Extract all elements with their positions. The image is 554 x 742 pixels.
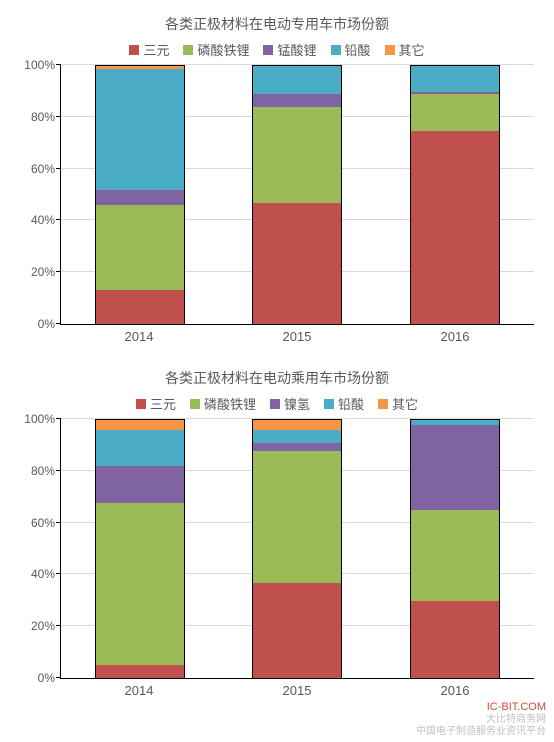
chart1-legend-item: 三元 [129,40,169,59]
chart2-legend-item: 磷酸铁锂 [190,394,256,413]
chart2-bars [61,419,534,678]
chart2-chart: 各类正极材料在电动乘用车市场份额三元磷酸铁锂镍氢铅酸其它0%20%40%60%8… [0,368,554,698]
chart2-segment-nimh [411,425,499,510]
chart2-segment-sanyuan [253,583,341,678]
watermark-line1: IC-BIT.COM [416,701,546,714]
legend-label: 镍氢 [284,394,310,413]
legend-label: 其它 [392,394,418,413]
chart2-legend-item: 铅酸 [324,394,364,413]
legend-label: 锰酸锂 [277,40,316,59]
legend-label: 三元 [150,394,176,413]
watermark: IC-BIT.COM 大比特商务网 中国电子制造服务业资讯平台 [416,701,546,738]
y-axis-label: 0% [11,317,55,331]
y-axis-label: 40% [11,213,55,227]
chart1-segment-lmo [96,190,184,205]
chart2-legend-item: 其它 [378,394,418,413]
legend-swatch-icon [324,399,334,409]
x-axis-label: 2015 [283,329,312,344]
chart1-segment-lifepo4 [253,107,341,202]
chart2-segment-nimh [96,466,184,502]
chart1-bars [61,65,534,324]
chart1-segment-sanyuan [96,290,184,324]
chart2-bar [252,419,342,678]
legend-swatch-icon [129,45,139,55]
chart2-bar [410,419,500,678]
y-axis-label: 80% [11,464,55,478]
chart2-segment-leadacid [96,430,184,466]
chart1-segment-lifepo4 [411,94,499,130]
legend-swatch-icon [263,45,273,55]
y-axis-label: 100% [11,412,55,426]
chart1-segment-leadacid [96,69,184,190]
legend-swatch-icon [331,45,341,55]
chart2-legend-item: 镍氢 [270,394,310,413]
chart2-x-labels: 2014 2015 2016 [60,683,534,698]
chart1-plot: 0%20%40%60%80%100% [60,65,534,325]
chart1-segment-sanyuan [253,203,341,324]
chart1-segment-sanyuan [411,131,499,325]
chart2-legend: 三元 磷酸铁锂 镍氢 铅酸 其它 [0,394,554,413]
chart1-segment-leadacid [253,66,341,94]
chart1-bar [252,65,342,324]
chart2-legend-item: 三元 [136,394,176,413]
chart2-segment-sanyuan [411,601,499,678]
legend-swatch-icon [385,45,395,55]
y-axis-label: 0% [11,671,55,685]
y-axis-label: 20% [11,265,55,279]
x-axis-label: 2016 [441,329,470,344]
chart2-segment-leadacid [253,430,341,443]
y-axis-label: 80% [11,110,55,124]
x-axis-label: 2015 [283,683,312,698]
chart1-segment-lifepo4 [96,205,184,290]
chart1-legend: 三元 磷酸铁锂 锰酸锂 铅酸 其它 [0,40,554,59]
chart1-segment-lmo [253,94,341,107]
chart1-title: 各类正极材料在电动专用车市场份额 [0,14,554,34]
y-axis-label: 20% [11,619,55,633]
chart2-segment-lifepo4 [96,503,184,666]
legend-swatch-icon [183,45,193,55]
chart1-legend-item: 铅酸 [331,40,371,59]
chart1-chart: 各类正极材料在电动专用车市场份额三元磷酸铁锂锰酸锂铅酸其它0%20%40%60%… [0,14,554,344]
y-axis-label: 40% [11,567,55,581]
legend-label: 铅酸 [345,40,371,59]
legend-swatch-icon [136,399,146,409]
chart2-segment-other [96,420,184,430]
watermark-line2: 大比特商务网 [416,714,546,726]
legend-label: 三元 [143,40,169,59]
legend-swatch-icon [190,399,200,409]
chart2-segment-sanyuan [96,665,184,678]
chart2-segment-nimh [253,443,341,451]
chart1-bar [410,65,500,324]
y-axis-label: 60% [11,162,55,176]
x-axis-label: 2014 [125,683,154,698]
chart1-legend-item: 磷酸铁锂 [183,40,249,59]
chart1-legend-item: 其它 [385,40,425,59]
chart1-x-labels: 2014 2015 2016 [60,329,534,344]
chart1-segment-leadacid [411,66,499,92]
chart1-bar [95,65,185,324]
chart2-segment-lifepo4 [411,510,499,600]
chart2-title: 各类正极材料在电动乘用车市场份额 [0,368,554,388]
y-axis-label: 60% [11,516,55,530]
legend-label: 其它 [399,40,425,59]
x-axis-label: 2016 [441,683,470,698]
legend-swatch-icon [378,399,388,409]
chart1-legend-item: 锰酸锂 [263,40,316,59]
x-axis-label: 2014 [125,329,154,344]
chart2-plot: 0%20%40%60%80%100% [60,419,534,679]
y-axis-label: 100% [11,58,55,72]
legend-label: 磷酸铁锂 [204,394,256,413]
chart2-segment-other [253,420,341,430]
legend-swatch-icon [270,399,280,409]
legend-label: 铅酸 [338,394,364,413]
legend-label: 磷酸铁锂 [197,40,249,59]
chart2-segment-lifepo4 [253,451,341,583]
chart2-bar [95,419,185,678]
